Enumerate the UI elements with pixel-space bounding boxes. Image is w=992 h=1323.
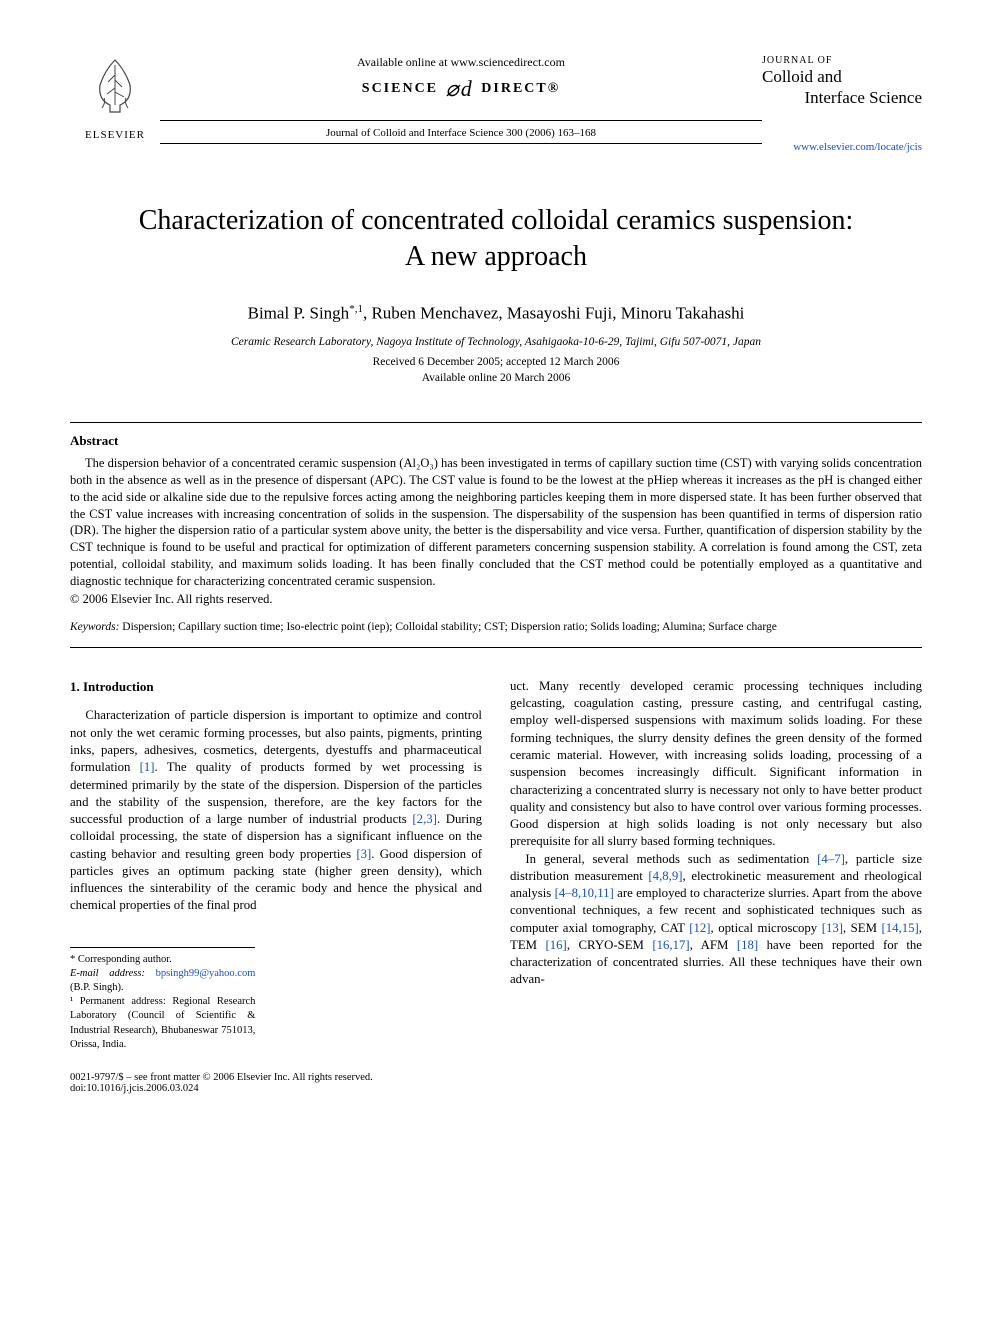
cite-1415[interactable]: [14,15] [881, 921, 918, 935]
header-center: Available online at www.sciencedirect.co… [160, 50, 762, 144]
author-4: Minoru Takahashi [621, 304, 745, 323]
left-column: 1. Introduction Characterization of part… [70, 678, 482, 1052]
cite-12[interactable]: [12] [689, 921, 710, 935]
sd-at-icon: ⌀d [438, 76, 481, 101]
email-line: E-mail address: bpsingh99@yahoo.com (B.P… [70, 967, 255, 995]
cite-2-3[interactable]: [2,3] [412, 812, 437, 826]
author-1: Bimal P. Singh [248, 304, 350, 323]
t: , CRYO-SEM [567, 938, 653, 952]
journal-reference: Journal of Colloid and Interface Science… [160, 127, 762, 139]
intro-heading: 1. Introduction [70, 678, 482, 696]
body-columns: 1. Introduction Characterization of part… [70, 678, 922, 1052]
sd-left: SCIENCE [362, 81, 438, 96]
abstract-rule-bottom [70, 647, 922, 648]
right-column: uct. Many recently developed ceramic pro… [510, 678, 922, 1052]
intro-para-1-left: Characterization of particle dispersion … [70, 707, 482, 914]
article-title: Characterization of concentrated colloid… [70, 203, 922, 276]
copyright: © 2006 Elsevier Inc. All rights reserved… [70, 592, 922, 607]
title-line-2: A new approach [405, 241, 587, 272]
abstract-section: Abstract The dispersion behavior of a co… [70, 422, 922, 648]
journal-branding: JOURNAL OF Colloid and Interface Science… [762, 50, 922, 153]
cite-18[interactable]: [18] [737, 938, 758, 952]
elsevier-tree-icon [80, 50, 150, 120]
cite-4-7[interactable]: [4–7] [817, 852, 845, 866]
author-2: Ruben Menchavez [371, 304, 498, 323]
email-name: (B.P. Singh). [70, 982, 124, 993]
footer-left: 0021-9797/$ – see front matter © 2006 El… [70, 1072, 373, 1094]
cite-489[interactable]: [4,8,9] [648, 869, 682, 883]
cite-1[interactable]: [1] [140, 760, 155, 774]
cite-16[interactable]: [16] [545, 938, 566, 952]
issn-line: 0021-9797/$ – see front matter © 2006 El… [70, 1072, 373, 1083]
permanent-address: ¹ Permanent address: Regional Research L… [70, 995, 255, 1052]
journal-url[interactable]: www.elsevier.com/locate/jcis [762, 141, 922, 153]
received-date: Received 6 December 2005; accepted 12 Ma… [70, 356, 922, 368]
available-online: Available online at www.sciencedirect.co… [160, 55, 762, 70]
t: , AFM [690, 938, 737, 952]
intro-para-1-right: uct. Many recently developed ceramic pro… [510, 678, 922, 851]
header: ELSEVIER Available online at www.science… [70, 50, 922, 153]
journal-name-1: Colloid and [762, 66, 922, 87]
header-rule-top [160, 120, 762, 121]
elsevier-logo: ELSEVIER [70, 50, 160, 141]
keywords-text: Dispersion; Capillary suction time; Iso-… [122, 621, 777, 633]
footer: 0021-9797/$ – see front matter © 2006 El… [70, 1072, 922, 1094]
email-address[interactable]: bpsingh99@yahoo.com [156, 968, 256, 979]
author-1-marks: *,1 [349, 303, 363, 315]
cite-481011[interactable]: [4–8,10,11] [555, 886, 614, 900]
cite-3[interactable]: [3] [356, 847, 371, 861]
keywords: Keywords: Dispersion; Capillary suction … [70, 621, 922, 633]
corresponding-note: * Corresponding author. [70, 953, 255, 967]
t: , optical microscopy [711, 921, 822, 935]
affiliation: Ceramic Research Laboratory, Nagoya Inst… [70, 336, 922, 348]
author-3: Masayoshi Fuji [507, 304, 612, 323]
t: In general, several methods such as sedi… [525, 852, 817, 866]
authors: Bimal P. Singh*,1, Ruben Menchavez, Masa… [70, 303, 922, 324]
online-date: Available online 20 March 2006 [70, 372, 922, 384]
intro-para-2: In general, several methods such as sedi… [510, 851, 922, 989]
keywords-label: Keywords: [70, 621, 119, 633]
cite-1617[interactable]: [16,17] [652, 938, 689, 952]
journal-of-label: JOURNAL OF [762, 55, 922, 66]
doi: doi:10.1016/j.jcis.2006.03.024 [70, 1083, 373, 1094]
t: , SEM [843, 921, 881, 935]
abstract-heading: Abstract [70, 433, 922, 449]
abstract-text: The dispersion behavior of a concentrate… [70, 455, 922, 590]
title-line-1: Characterization of concentrated colloid… [139, 205, 854, 236]
elsevier-text: ELSEVIER [70, 129, 160, 141]
sciencedirect-logo: SCIENCE ⌀d DIRECT® [160, 76, 762, 102]
footnotes: * Corresponding author. E-mail address: … [70, 947, 255, 1052]
journal-name-2: Interface Science [762, 87, 922, 108]
email-label: E-mail address: [70, 968, 156, 979]
sd-right: DIRECT [481, 81, 547, 96]
sd-reg: ® [548, 81, 560, 96]
header-rule-bottom [160, 143, 762, 144]
cite-13[interactable]: [13] [822, 921, 843, 935]
